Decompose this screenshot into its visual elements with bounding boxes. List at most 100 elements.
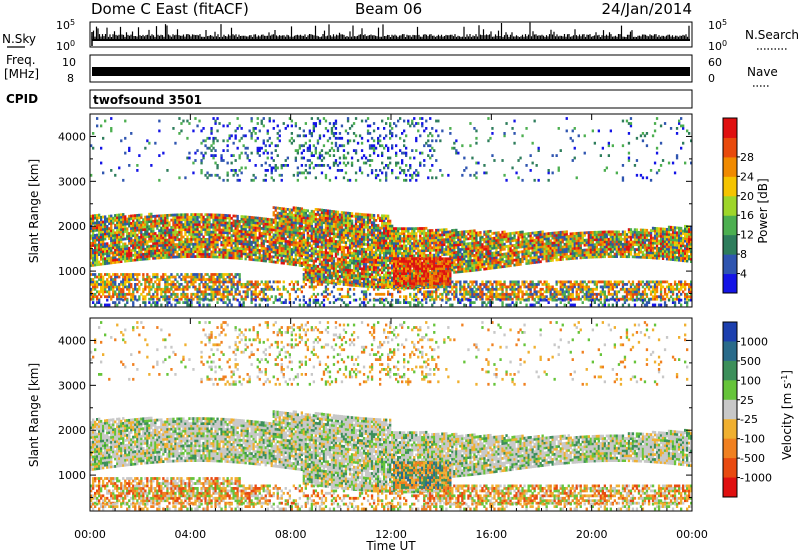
heatmap-cell: [296, 280, 300, 284]
heatmap-cell: [192, 297, 195, 301]
heatmap-cell: [218, 248, 221, 252]
heatmap-cell: [218, 218, 221, 222]
heatmap-cell: [152, 273, 155, 276]
heatmap-cell: [134, 251, 137, 254]
heatmap-cell: [334, 264, 338, 268]
heatmap-cell: [338, 233, 342, 236]
heatmap-cell: [158, 119, 161, 123]
heatmap-cell: [381, 286, 384, 289]
heatmap-cell: [252, 223, 255, 227]
heatmap-cell: [230, 283, 233, 286]
heatmap-cell: [244, 215, 247, 219]
heatmap-cell: [124, 151, 127, 155]
heatmap-cell: [272, 218, 275, 222]
heatmap-cell: [202, 220, 205, 224]
heatmap-cell: [134, 273, 137, 276]
heatmap-cell: [104, 225, 107, 228]
heatmap-cell: [360, 242, 364, 246]
heatmap-cell: [280, 217, 283, 220]
heatmap-cell: [142, 295, 145, 299]
heatmap-cell: [300, 144, 304, 148]
heatmap-cell: [104, 237, 107, 241]
heatmap-cell: [278, 239, 281, 242]
heatmap-cell: [330, 256, 334, 260]
heatmap-cell: [330, 224, 334, 228]
heatmap-cell: [128, 254, 131, 258]
heatmap-cell: [146, 240, 149, 243]
heatmap-cell: [196, 278, 199, 281]
heatmap-cell: [96, 253, 99, 257]
heatmap-cell: [350, 273, 354, 277]
heatmap-cell: [374, 236, 378, 240]
heatmap-cell: [258, 249, 261, 252]
heatmap-cell: [407, 232, 410, 236]
heatmap-cell: [326, 224, 330, 228]
heatmap-cell: [403, 269, 406, 273]
heatmap-cell: [162, 236, 165, 240]
heatmap-cell: [280, 207, 283, 210]
heatmap-cell: [92, 251, 95, 255]
heatmap-cell: [312, 127, 316, 130]
heatmap-cell: [134, 246, 137, 250]
heatmap-cell: [250, 226, 253, 229]
heatmap-cell: [102, 228, 105, 231]
heatmap-cell: [268, 255, 271, 258]
heatmap-cell: [314, 298, 318, 302]
nsky-tick-bottom: 100: [56, 39, 75, 53]
heatmap-cell: [236, 219, 239, 223]
heatmap-cell: [278, 219, 281, 223]
heatmap-cell: [134, 216, 137, 220]
heatmap-cell: [290, 141, 294, 145]
heatmap-cell: [407, 242, 410, 245]
heatmap-cell: [332, 271, 336, 275]
heatmap-cell: [362, 270, 366, 273]
heatmap-cell: [385, 271, 388, 275]
heatmap-cell: [334, 274, 338, 278]
heatmap-cell: [132, 290, 135, 294]
heatmap-cell: [160, 292, 163, 296]
heatmap-cell: [90, 273, 93, 276]
heatmap-cell: [252, 241, 255, 244]
heatmap-cell: [254, 303, 257, 307]
heatmap-cell: [170, 245, 173, 249]
heatmap-cell: [298, 219, 302, 223]
heatmap-cell: [100, 238, 103, 241]
heatmap-cell: [140, 248, 143, 251]
heatmap-cell: [336, 262, 340, 266]
heatmap-cell: [100, 278, 103, 281]
heatmap-cell: [272, 166, 275, 170]
heatmap-cell: [128, 237, 131, 240]
heatmap-cell: [124, 254, 127, 258]
heatmap-cell: [248, 238, 251, 241]
heatmap-cell: [232, 141, 235, 145]
heatmap-cell: [172, 226, 175, 229]
heatmap-cell: [202, 228, 205, 231]
heatmap-cell: [224, 248, 227, 252]
heatmap-cell: [393, 251, 396, 255]
heatmap-cell: [401, 274, 404, 278]
heatmap-cell: [120, 139, 123, 143]
heatmap-cell: [228, 214, 231, 218]
heatmap-cell: [196, 213, 199, 216]
heatmap-cell: [154, 239, 157, 243]
heatmap-cell: [314, 247, 318, 251]
heatmap-cell: [360, 269, 364, 273]
heatmap-cell: [122, 235, 125, 239]
heatmap-cell: [116, 238, 119, 242]
heatmap-cell: [377, 283, 380, 287]
heatmap-cell: [162, 297, 165, 301]
heatmap-cell: [156, 283, 159, 286]
heatmap-cell: [148, 257, 151, 261]
heatmap-cell: [308, 256, 312, 260]
heatmap-cell: [246, 235, 249, 239]
heatmap-cell: [308, 219, 312, 223]
heatmap-cell: [318, 245, 322, 249]
heatmap-cell: [226, 171, 229, 175]
heatmap-cell: [322, 233, 326, 237]
heatmap-cell: [294, 214, 298, 217]
heatmap-cell: [250, 285, 253, 289]
heatmap-cell: [96, 295, 99, 299]
heatmap-cell: [352, 274, 356, 277]
heatmap-cell: [383, 224, 386, 228]
heatmap-cell: [407, 119, 410, 123]
